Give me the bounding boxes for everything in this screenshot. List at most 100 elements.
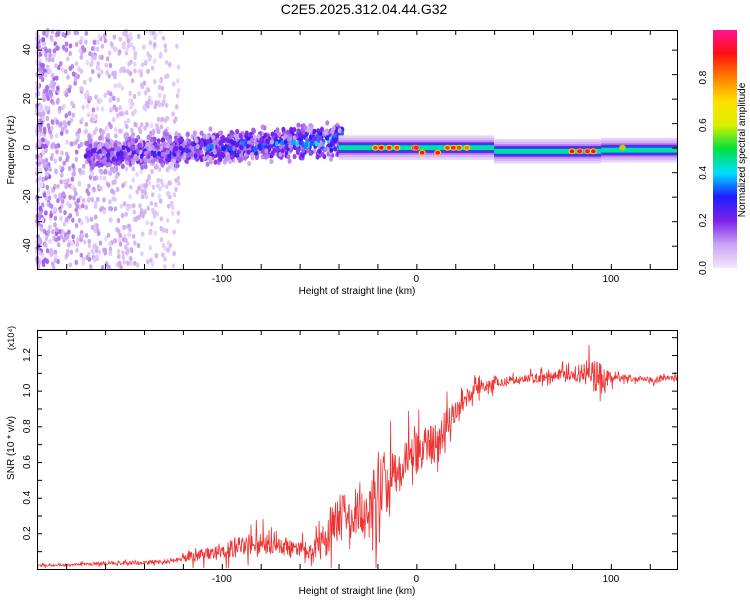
heatmap-cell xyxy=(113,83,118,89)
y-tick-label: -20 xyxy=(22,189,33,204)
heatmap-cell xyxy=(261,148,266,154)
heatmap-cell xyxy=(103,38,108,44)
heatmap-cell xyxy=(94,126,99,133)
heatmap-cell xyxy=(84,232,89,239)
heatmap-cell xyxy=(123,244,128,250)
heatmap-cell xyxy=(86,112,91,118)
heatmap-cell xyxy=(137,214,141,220)
heatmap-cell xyxy=(325,120,330,126)
heatmap-cell xyxy=(46,95,50,101)
heatmap-cell xyxy=(235,152,240,158)
heatmap-cell xyxy=(85,59,90,66)
heatmap-cell xyxy=(90,170,94,176)
heatmap-cell xyxy=(190,152,195,158)
heatmap-cell xyxy=(79,141,84,147)
heatmap-cell xyxy=(42,192,47,198)
heatmap-cell xyxy=(78,167,82,173)
heatmap-cell xyxy=(127,156,131,162)
heatmap-cell xyxy=(136,134,141,141)
heatmap-cell xyxy=(569,149,575,154)
heatmap-cell xyxy=(129,103,133,109)
heatmap-cell xyxy=(281,126,286,132)
heatmap-cell xyxy=(81,169,86,176)
heatmap-cell xyxy=(60,166,65,172)
heatmap-cell xyxy=(68,262,72,268)
heatmap-cell xyxy=(247,161,252,167)
snr-ticks: -100 0 100 0.2 0.4 0.6 0.8 1.0 1.2 xyxy=(22,330,677,585)
heatmap-cell xyxy=(163,256,167,262)
heatmap-cell xyxy=(251,127,256,133)
heatmap-cell xyxy=(53,257,58,263)
heatmap-cell xyxy=(139,183,144,189)
heatmap-cell xyxy=(273,136,278,142)
heatmap-cell xyxy=(175,162,180,169)
heatmap-cell xyxy=(56,183,60,189)
heatmap-cell xyxy=(51,100,55,106)
heatmap-cell xyxy=(127,232,131,238)
heatmap-cell xyxy=(76,237,80,243)
heatmap-cell xyxy=(386,145,392,150)
heatmap-cell xyxy=(119,68,123,74)
heatmap-cell xyxy=(107,264,111,270)
heatmap-cell xyxy=(221,134,225,141)
heatmap-cell xyxy=(74,223,79,229)
heatmap-cell xyxy=(48,52,52,58)
heatmap-cell xyxy=(165,217,170,224)
heatmap-cell xyxy=(289,126,294,132)
heatmap-cell xyxy=(59,234,64,240)
heatmap-cell xyxy=(149,99,154,106)
heatmap-cell xyxy=(159,78,163,84)
heatmap-cell xyxy=(419,150,425,155)
heatmap-cell xyxy=(73,29,77,36)
heatmap-cell xyxy=(118,241,123,247)
heatmap-cell xyxy=(132,93,137,99)
heatmap-cell xyxy=(135,171,139,177)
heatmap-cell xyxy=(333,146,338,152)
heatmap-cell xyxy=(112,34,117,40)
snr-multiplier: (x10⁴) xyxy=(6,326,16,350)
heatmap-cell xyxy=(41,111,46,117)
heatmap-cell xyxy=(103,92,107,98)
heatmap-cell xyxy=(68,65,73,71)
heatmap-cell xyxy=(133,68,137,74)
heatmap-cell xyxy=(58,156,63,162)
heatmap-cell xyxy=(171,263,176,269)
heatmap-cell xyxy=(175,93,180,99)
heatmap-cell xyxy=(304,142,309,148)
heatmap-cell xyxy=(136,242,141,249)
heatmap-cell xyxy=(174,177,178,183)
heatmap-cell xyxy=(152,42,157,48)
heatmap-cell xyxy=(329,147,334,153)
heatmap-cell xyxy=(58,208,63,214)
heatmap-cell xyxy=(130,78,135,84)
heatmap-cell xyxy=(71,217,75,223)
heatmap-cell xyxy=(159,124,164,130)
heatmap-cell xyxy=(140,194,145,200)
heatmap-cell xyxy=(162,147,167,153)
heatmap-cell xyxy=(100,265,105,271)
heatmap-cell xyxy=(319,127,324,133)
heatmap-cell xyxy=(157,102,162,108)
heatmap-cell xyxy=(65,139,69,145)
heatmap-cell xyxy=(143,164,148,170)
heatmap-cell xyxy=(117,82,122,88)
heatmap-cell xyxy=(171,81,176,87)
heatmap-cell xyxy=(54,253,58,259)
heatmap-cell xyxy=(174,145,179,152)
heatmap-cell xyxy=(156,177,161,183)
heatmap-cell xyxy=(52,48,57,54)
heatmap-cell xyxy=(40,143,45,149)
heatmap-cell xyxy=(50,72,55,79)
heatmap-cell xyxy=(301,148,306,154)
heatmap-cell xyxy=(105,143,110,149)
heatmap-cell xyxy=(63,179,67,185)
heatmap-cell xyxy=(55,119,59,125)
heatmap-cell xyxy=(337,128,342,134)
heatmap-cell xyxy=(60,150,64,156)
heatmap-cell xyxy=(68,43,73,49)
heatmap-cell xyxy=(54,169,58,175)
heatmap-cell xyxy=(139,168,144,174)
heatmap-cell xyxy=(81,260,86,266)
heatmap-cell xyxy=(320,151,325,157)
heatmap-cell xyxy=(216,146,221,153)
